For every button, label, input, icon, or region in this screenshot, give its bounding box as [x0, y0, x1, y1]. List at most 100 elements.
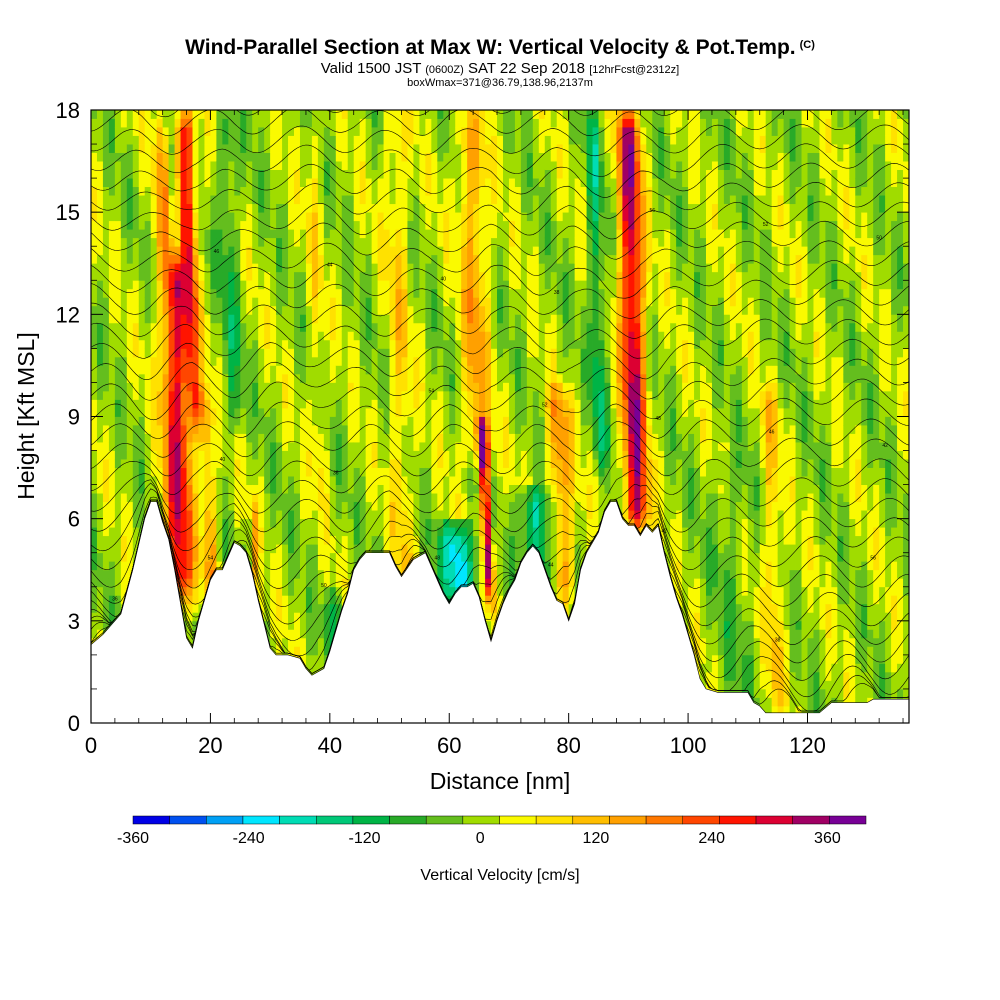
velocity-cell	[288, 178, 295, 188]
velocity-cell	[276, 169, 283, 179]
velocity-cell	[443, 569, 450, 579]
velocity-cell	[270, 382, 277, 392]
velocity-cell	[108, 152, 116, 162]
velocity-cell	[96, 348, 104, 358]
velocity-cell	[120, 263, 128, 273]
velocity-cell	[168, 263, 175, 273]
velocity-cell	[347, 339, 355, 349]
velocity-cell	[288, 578, 295, 588]
velocity-cell	[91, 212, 98, 222]
velocity-cell	[234, 169, 241, 179]
velocity-cell	[359, 263, 367, 273]
velocity-cell	[497, 246, 504, 256]
velocity-cell	[431, 144, 438, 153]
velocity-cell	[353, 518, 361, 528]
velocity-cell	[91, 433, 98, 443]
velocity-cell	[174, 305, 181, 315]
velocity-cell	[389, 535, 396, 545]
velocity-cell	[192, 195, 199, 205]
velocity-cell	[359, 152, 367, 162]
velocity-cell	[222, 493, 229, 503]
velocity-cell	[162, 382, 170, 392]
velocity-cell	[299, 450, 307, 460]
velocity-cell	[359, 518, 367, 528]
velocity-cell	[497, 595, 504, 605]
velocity-cell	[299, 527, 307, 537]
velocity-cell	[132, 254, 140, 264]
velocity-cell	[192, 135, 199, 145]
velocity-cell	[108, 603, 116, 613]
velocity-cell	[353, 467, 361, 477]
velocity-cell	[461, 203, 468, 213]
velocity-cell	[294, 127, 301, 136]
velocity-cell	[431, 476, 438, 486]
velocity-cell	[216, 535, 223, 545]
velocity-cell	[108, 127, 116, 136]
velocity-cell	[276, 595, 283, 605]
velocity-cell	[437, 535, 444, 545]
velocity-cell	[449, 110, 456, 119]
velocity-cell	[365, 365, 373, 375]
velocity-cell	[222, 220, 229, 230]
velocity-cell	[305, 450, 313, 460]
velocity-cell	[467, 110, 474, 119]
velocity-cell	[353, 178, 361, 188]
velocity-cell	[443, 501, 450, 511]
velocity-cell	[449, 373, 456, 383]
velocity-cell	[288, 220, 295, 230]
velocity-cell	[401, 169, 408, 179]
velocity-cell	[461, 501, 468, 511]
velocity-cell	[329, 203, 337, 213]
velocity-cell	[288, 382, 295, 392]
velocity-cell	[288, 254, 295, 264]
velocity-cell	[485, 331, 492, 341]
velocity-cell	[419, 501, 426, 511]
velocity-cell	[359, 288, 367, 298]
velocity-cell	[491, 382, 498, 392]
velocity-cell	[455, 195, 462, 205]
velocity-cell	[461, 373, 468, 383]
velocity-cell	[329, 161, 337, 170]
velocity-cell	[264, 603, 271, 613]
velocity-cell	[144, 297, 152, 307]
velocity-cell	[491, 484, 498, 494]
velocity-cell	[491, 518, 498, 528]
velocity-cell	[102, 288, 110, 298]
velocity-cell	[252, 169, 259, 179]
velocity-cell	[270, 195, 277, 205]
velocity-cell	[282, 527, 289, 537]
velocity-cell	[168, 493, 175, 503]
velocity-cell	[419, 527, 426, 537]
velocity-cell	[276, 629, 283, 639]
velocity-cell	[91, 314, 98, 324]
velocity-cell	[311, 373, 319, 383]
velocity-cell	[216, 373, 223, 383]
velocity-cell	[156, 178, 164, 188]
velocity-cell	[91, 271, 98, 281]
velocity-cell	[186, 603, 193, 613]
velocity-cell	[485, 314, 492, 324]
velocity-cell	[174, 425, 181, 434]
velocity-cell	[437, 552, 444, 562]
velocity-cell	[120, 578, 128, 588]
velocity-cell	[294, 161, 301, 170]
velocity-cell	[329, 331, 337, 341]
velocity-cell	[108, 595, 116, 605]
velocity-cell	[216, 433, 223, 443]
velocity-cell	[491, 433, 498, 443]
velocity-cell	[180, 425, 187, 434]
velocity-cell	[317, 416, 325, 426]
velocity-cell	[389, 425, 396, 434]
velocity-cell	[138, 305, 146, 315]
velocity-cell	[162, 365, 170, 375]
velocity-cell	[413, 127, 420, 136]
velocity-cell	[455, 450, 462, 460]
velocity-cell	[335, 493, 343, 503]
velocity-cell	[246, 314, 253, 324]
velocity-cell	[144, 365, 152, 375]
velocity-cell	[114, 297, 122, 307]
velocity-cell	[371, 144, 378, 153]
velocity-cell	[419, 314, 426, 324]
velocity-cell	[270, 561, 277, 571]
velocity-cell	[120, 407, 128, 417]
